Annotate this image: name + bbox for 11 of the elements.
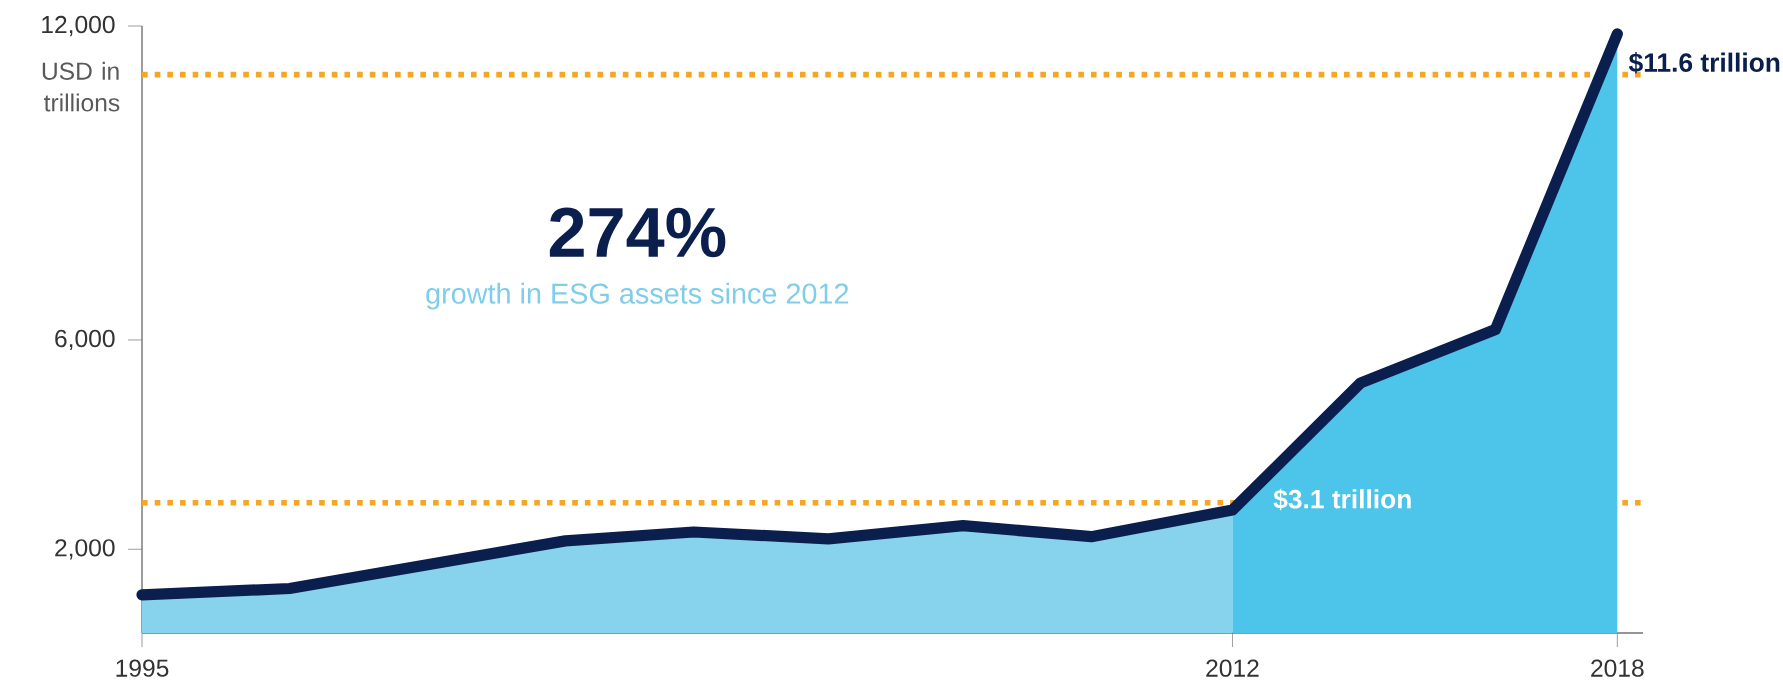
y-tick-label: 2,000 — [55, 539, 115, 560]
annotation: 274% — [549, 207, 726, 258]
y-tick-label: 12,000 — [42, 15, 115, 37]
annotation: $3.1 trillion — [1273, 488, 1411, 511]
x-tick-label: 2012 — [1206, 659, 1259, 677]
y-tick-label: 6,000 — [55, 329, 115, 351]
x-tick-label: 1995 — [116, 659, 169, 677]
x-tick-label: 2018 — [1591, 659, 1644, 677]
annotation: growth in ESG assets since 2012 — [426, 282, 849, 310]
annotation: $11.6 trillion — [1628, 52, 1780, 74]
y-axis-title: USD in trillions — [42, 61, 120, 112]
